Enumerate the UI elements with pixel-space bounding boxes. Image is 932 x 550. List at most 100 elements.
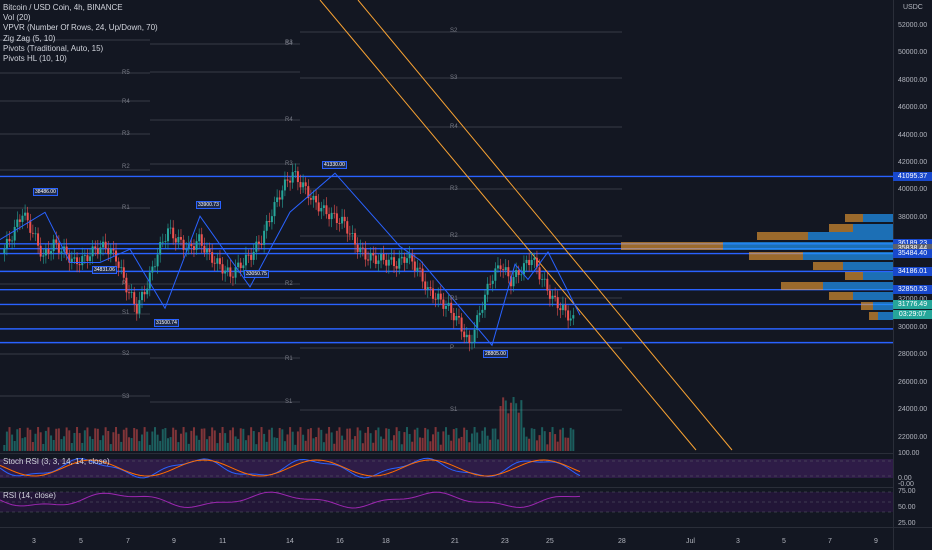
volume-bar [528, 438, 531, 451]
volume-bar [377, 427, 380, 451]
volume-bar [359, 430, 362, 451]
volume-bar [263, 433, 266, 451]
candle-body [128, 292, 131, 294]
pivot-label: S1 [285, 399, 293, 405]
candle-body [65, 246, 68, 255]
candle-body [117, 261, 120, 268]
volume-bar [187, 443, 190, 451]
price-axis-tick: 42000.00 [898, 159, 928, 166]
indicator-pivots[interactable]: Pivots (Traditional, Auto, 15) [3, 43, 104, 53]
candle-body [567, 310, 570, 321]
zigzag-line [0, 172, 581, 347]
volume-bar [130, 438, 133, 451]
candle-body [561, 304, 564, 311]
candle-body [276, 197, 279, 203]
candle-body [281, 190, 284, 200]
candle-body [520, 274, 523, 276]
candle-body [361, 247, 364, 249]
candle-body [426, 287, 429, 290]
candle-body [96, 248, 99, 254]
volume-bar [525, 436, 528, 451]
candle-body [473, 329, 476, 343]
candle-body [296, 171, 299, 183]
volume-bar [569, 427, 572, 451]
vpvr-bar [749, 252, 803, 260]
volume-bar [403, 432, 406, 451]
indicator-vpvr[interactable]: VPVR (Number Of Rows, 24, Up/Down, 70) [3, 23, 158, 33]
volume-bar [265, 441, 268, 451]
price-tag: 32850.53 [893, 285, 932, 295]
candle-body [115, 250, 118, 262]
vpvr-bar [813, 262, 843, 270]
volume-bar [213, 430, 216, 451]
candle-body [286, 179, 289, 181]
indicator-vol[interactable]: Vol (20) [3, 13, 31, 23]
candle-body [380, 254, 383, 261]
volume-bar [226, 442, 229, 451]
volume-bar [429, 441, 432, 451]
volume-bar [109, 444, 112, 451]
pivot-label: P [450, 345, 455, 351]
indicator-pivots-hl[interactable]: Pivots HL (10, 10) [3, 54, 67, 64]
volume-bar [328, 427, 331, 451]
volume-bar [517, 412, 520, 451]
candle-body [120, 267, 123, 269]
volume-bar [450, 440, 453, 451]
candle-body [159, 242, 162, 255]
volume-bar [286, 434, 289, 451]
candle-body [320, 208, 323, 212]
volume-bar [156, 434, 159, 451]
candle-body [148, 272, 151, 289]
volume-bar [55, 428, 58, 451]
price-axis-tick: 52000.00 [898, 21, 928, 29]
price-axis-tick: 26000.00 [898, 378, 928, 386]
candle-body [102, 241, 105, 248]
candle-body [73, 257, 76, 259]
vpvr-bar [803, 252, 893, 260]
volume-bar [99, 440, 102, 451]
candle-body [481, 309, 484, 313]
candle-body [3, 248, 6, 254]
price-axis-tick: 48000.00 [898, 76, 928, 84]
volume-bar [65, 427, 68, 451]
candle-body [359, 247, 362, 253]
volume-bar [192, 427, 195, 451]
volume-bar [424, 427, 427, 451]
candle-body [109, 248, 112, 255]
volume-bar [86, 427, 89, 451]
candle-body [564, 304, 567, 311]
indicator-zigzag[interactable]: Zig Zag (5, 10) [3, 33, 56, 43]
stoch-rsi-label[interactable]: Stoch RSI (3, 3, 14, 14, close) [3, 457, 110, 466]
volume-bar [554, 434, 557, 451]
candle-body [166, 228, 169, 242]
time-axis-label: 5 [782, 538, 786, 545]
chart-legend: Bitcoin / USD Coin, 4h, BINANCE Vol (20)… [3, 3, 158, 64]
candle-body [535, 257, 538, 268]
volume-bar [278, 427, 281, 451]
candle-body [572, 315, 575, 319]
candle-body [569, 318, 572, 321]
volume-bar [161, 429, 164, 451]
candle-body [26, 212, 29, 221]
pivot-label: S4 [285, 41, 293, 47]
price-tag: 36189.23 [893, 239, 932, 249]
rsi-line [0, 491, 581, 509]
candle-body [491, 280, 494, 284]
zigzag-price-label: 38486.00 [33, 188, 58, 196]
candle-body [224, 270, 227, 274]
candle-body [541, 279, 544, 280]
candle-body [346, 221, 349, 234]
volume-bar [8, 427, 11, 451]
volume-bar [257, 432, 260, 451]
volume-bar [70, 443, 73, 451]
candle-body [18, 219, 21, 222]
candle-body [141, 291, 144, 301]
rsi-label[interactable]: RSI (14, close) [3, 491, 56, 500]
candle-body [455, 315, 458, 321]
volume-bar [283, 441, 286, 451]
candle-body [24, 212, 27, 216]
candle-body [94, 246, 97, 249]
candle-body [86, 255, 89, 262]
time-axis-label: 23 [501, 538, 509, 545]
